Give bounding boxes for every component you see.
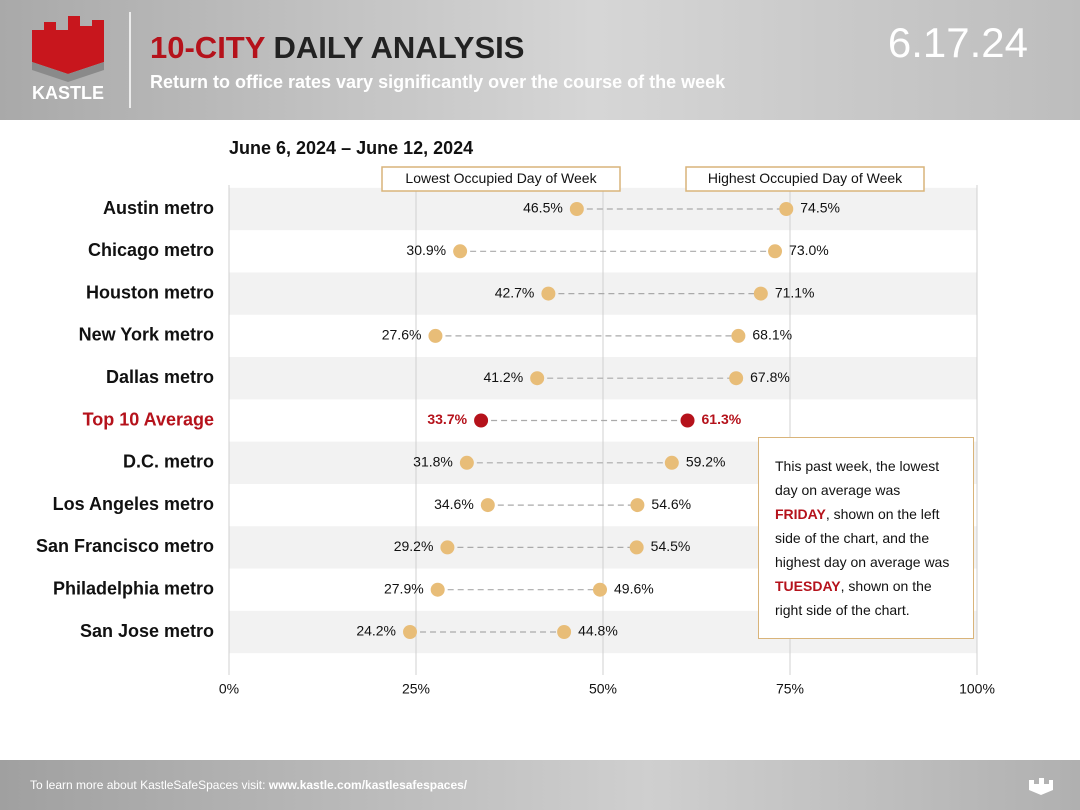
x-tick-label: 100% xyxy=(959,681,995,697)
annotation-highlight: FRIDAY xyxy=(775,506,826,522)
annotation-text: , shown on the right side of the chart. xyxy=(775,578,932,618)
dot xyxy=(731,328,746,343)
value-label: 33.7% xyxy=(427,411,467,427)
value-label: 24.2% xyxy=(356,623,396,639)
category-label: San Francisco metro xyxy=(36,536,214,556)
dot xyxy=(403,625,418,639)
value-label: 29.2% xyxy=(394,538,434,554)
dot xyxy=(440,540,455,555)
value-label: 73.0% xyxy=(789,242,829,258)
header: KASTLE 10-CITY DAILY ANALYSIS Return to … xyxy=(0,0,1080,120)
value-label: 61.3% xyxy=(702,411,742,427)
dot xyxy=(779,202,794,216)
dot xyxy=(430,582,445,597)
dot xyxy=(664,455,679,470)
category-label: San Jose metro xyxy=(80,621,214,641)
dot xyxy=(768,244,783,259)
chart-title: June 6, 2024 – June 12, 2024 xyxy=(229,138,473,158)
category-label: Chicago metro xyxy=(88,240,214,260)
title: 10-CITY DAILY ANALYSIS xyxy=(150,30,524,65)
header-art: KASTLE 10-CITY DAILY ANALYSIS Return to … xyxy=(32,12,1028,108)
category-label: Dallas metro xyxy=(106,367,214,387)
dot xyxy=(729,371,744,386)
category-label: New York metro xyxy=(79,325,214,345)
dot xyxy=(474,413,489,428)
footer-link[interactable]: www.kastle.com/kastlesafespaces/ xyxy=(268,778,468,792)
category-label: Philadelphia metro xyxy=(53,578,214,598)
legend-box xyxy=(381,166,621,192)
dot xyxy=(629,540,644,555)
value-label: 59.2% xyxy=(686,454,726,470)
annotation-text: This past week, the lowest day on averag… xyxy=(775,458,940,498)
title-accent: 10-CITY xyxy=(150,30,266,65)
subtitle: Return to office rates vary significantl… xyxy=(150,72,726,92)
value-label: 54.5% xyxy=(651,538,691,554)
logo: KASTLE xyxy=(32,16,104,103)
value-label: 30.9% xyxy=(406,242,446,258)
footer: To learn more about KastleSafeSpaces vis… xyxy=(0,760,1080,810)
category-label: Los Angeles metro xyxy=(53,494,214,514)
value-label: 41.2% xyxy=(483,369,523,385)
value-label: 67.8% xyxy=(750,369,790,385)
annotation: This past week, the lowest day on averag… xyxy=(758,437,974,639)
value-label: 68.1% xyxy=(752,327,792,343)
annotation-text: , shown on the left side of the chart, a… xyxy=(775,506,950,570)
category-label: D.C. metro xyxy=(123,452,214,472)
title-main: DAILY ANALYSIS xyxy=(273,30,524,65)
legend-label: Highest Occupied Day of Week xyxy=(708,170,903,186)
brand: KASTLE xyxy=(32,83,104,103)
dot xyxy=(593,582,608,597)
dot xyxy=(680,413,695,428)
chart: June 6, 2024 – June 12, 2024 0% 25% 50% 75%… xyxy=(36,138,995,697)
legend-label: Lowest Occupied Day of Week xyxy=(405,170,597,186)
dot xyxy=(459,455,474,470)
category-label: Houston metro xyxy=(86,282,214,302)
value-label: 71.1% xyxy=(775,284,815,300)
value-label: 44.8% xyxy=(578,623,618,639)
value-label: 42.7% xyxy=(495,284,535,300)
value-label: 46.5% xyxy=(523,200,563,216)
dot xyxy=(453,244,468,259)
dot xyxy=(557,625,572,639)
x-tick-label: 25% xyxy=(402,681,430,697)
footer-logo xyxy=(1029,778,1053,795)
date: 6.17.24 xyxy=(888,19,1028,66)
category-label: Austin metro xyxy=(103,198,214,218)
footer-text: To learn more about KastleSafeSpaces vis… xyxy=(30,778,467,792)
x-tick-label: 0% xyxy=(219,681,239,697)
dot xyxy=(530,371,545,386)
value-label: 34.6% xyxy=(434,496,474,512)
dot xyxy=(480,498,495,513)
category-label: Top 10 Average xyxy=(83,409,214,429)
dot xyxy=(569,202,584,216)
value-label: 49.6% xyxy=(614,580,654,596)
value-label: 27.9% xyxy=(384,580,424,596)
dot xyxy=(630,498,645,513)
x-tick-label: 75% xyxy=(776,681,804,697)
value-label: 31.8% xyxy=(413,454,453,470)
legend-box xyxy=(685,166,925,192)
value-label: 74.5% xyxy=(800,200,840,216)
dot xyxy=(428,328,443,343)
x-tick-label: 50% xyxy=(589,681,617,697)
dot xyxy=(541,286,556,301)
dot xyxy=(753,286,768,301)
value-label: 54.6% xyxy=(651,496,691,512)
footer-label: To learn more about KastleSafeSpaces vis… xyxy=(30,778,269,792)
annotation-highlight: TUESDAY xyxy=(775,578,841,594)
value-label: 27.6% xyxy=(382,327,422,343)
